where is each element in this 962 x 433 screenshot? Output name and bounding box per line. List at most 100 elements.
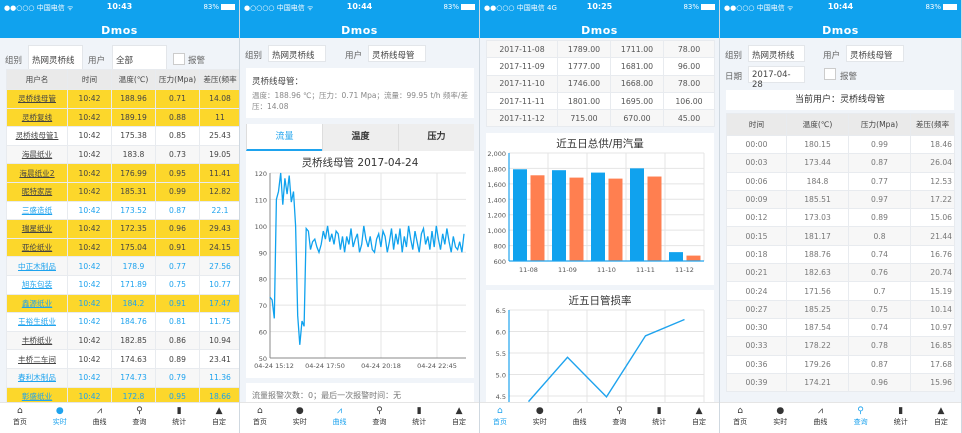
user-link[interactable]: 海晨纸业2 <box>6 163 68 183</box>
tab-0[interactable]: ⌂ 首页 <box>480 403 520 433</box>
tab-2[interactable]: ⩘ 曲线 <box>320 403 360 433</box>
group-select[interactable]: 热网灵桥线 <box>748 45 805 62</box>
table-cell: 17.22 <box>910 189 955 210</box>
clock: 10:44 <box>827 2 854 11</box>
cell-text: 灵桥复线 <box>21 112 53 122</box>
chart-tab-1[interactable]: 温度 <box>322 124 398 151</box>
table-row[interactable]: 海晨纸业 10:42 183.8 0.73 19.05 <box>6 144 239 165</box>
user-link[interactable]: 旭东包装 <box>6 274 68 295</box>
tab-0[interactable]: ⌂ 首页 <box>0 403 40 433</box>
group-select[interactable]: 热网灵桥线 <box>268 45 326 62</box>
date-input[interactable]: 2017-04-28 <box>748 66 805 90</box>
user-link[interactable]: 中正木制品 <box>6 256 68 276</box>
table-row[interactable]: 瑞星纸业 10:42 172.35 0.96 29.43 <box>6 219 239 239</box>
user-link[interactable]: 丰桥二车间 <box>6 349 68 369</box>
tab-1[interactable]: ● 实时 <box>40 403 80 433</box>
chart-tab-0[interactable]: 流量 <box>246 124 322 151</box>
tab-2[interactable]: ⩘ 曲线 <box>800 403 840 433</box>
group-select[interactable]: 热网灵桥线 <box>28 45 83 71</box>
user-link[interactable]: 灵桥线母管1 <box>6 126 68 146</box>
table-row[interactable]: 鑫源纸业 10:42 184.2 0.91 17.47 <box>6 293 239 314</box>
tab-2[interactable]: ⩘ 曲线 <box>560 403 600 433</box>
cell-text: 10:42 <box>78 261 101 271</box>
logo: Dmos <box>101 24 138 37</box>
x-tick-label: 11-09 <box>558 266 577 274</box>
user-select[interactable]: 灵桥线母管 <box>368 45 426 62</box>
tab-4[interactable]: ▮ 统计 <box>399 403 439 433</box>
tab-3[interactable]: ⚲ 查询 <box>599 403 639 433</box>
user-select[interactable]: 全部 <box>112 45 167 71</box>
cell-text: 11.75 <box>209 317 231 327</box>
user-link[interactable]: 三盛造纸 <box>6 200 68 221</box>
tab-3[interactable]: ⚲ 查询 <box>359 403 399 433</box>
tab-4[interactable]: ▮ 统计 <box>881 403 921 433</box>
tab-4[interactable]: ▮ 统计 <box>639 403 679 433</box>
tab-3[interactable]: ⚲ 查询 <box>119 403 159 433</box>
user-link[interactable]: 瑞星纸业 <box>6 219 68 239</box>
table-cell: 00:21 <box>726 263 787 283</box>
cell-text: 瑞星纸业 <box>21 224 53 234</box>
battery-icon <box>461 4 475 10</box>
battery-icon <box>943 4 957 10</box>
tab-5[interactable]: ▲ 自定 <box>679 403 719 433</box>
tab-5[interactable]: ▲ 自定 <box>439 403 479 433</box>
user-link[interactable]: 鑫源纸业 <box>6 293 68 314</box>
table-row[interactable]: 海晨纸业2 10:42 176.99 0.95 11.41 <box>6 163 239 183</box>
table-row[interactable]: 中正木制品 10:42 178.9 0.77 27.56 <box>6 256 239 276</box>
cell-text: 0.95 <box>169 391 186 401</box>
user-link[interactable]: 海晨纸业 <box>6 144 68 165</box>
tab-4[interactable]: ▮ 统计 <box>159 403 199 433</box>
cell-text: 0.96 <box>169 224 186 234</box>
table-row[interactable]: 丰桥二车间 10:42 174.63 0.89 23.41 <box>6 349 239 369</box>
table-row[interactable]: 昵特家居 10:42 185.31 0.99 12.82 <box>6 181 239 202</box>
bell-icon: ▲ <box>937 406 945 416</box>
tab-label: 自定 <box>692 418 707 426</box>
table-cell: 1746.00 <box>557 74 611 93</box>
table-row: 00:03 173.44 0.87 26.04 <box>726 153 955 173</box>
table-cell: 2017-11-10 <box>486 74 558 93</box>
cell-text: 0.75 <box>169 280 186 290</box>
alarm-checkbox[interactable] <box>173 53 185 65</box>
cell-text: 10:42 <box>78 280 101 290</box>
table-row[interactable]: 灵桥线母管1 10:42 175.38 0.85 25.43 <box>6 126 239 146</box>
chart-tab-2[interactable]: 压力 <box>398 124 474 151</box>
cell-text: 23.41 <box>209 354 231 364</box>
table-row[interactable]: 旭东包装 10:42 171.89 0.75 10.77 <box>6 274 239 295</box>
user-link[interactable]: 王裕生纸业 <box>6 312 68 332</box>
table-row[interactable]: 三盛造纸 10:42 173.52 0.87 22.1 <box>6 200 239 221</box>
search-icon: ⚲ <box>376 406 383 416</box>
tab-1[interactable]: ● 实时 <box>280 403 320 433</box>
steam-bar-chart: 近五日总供/用汽量 600 800 1,000 1,200 1,400 1,600 1,800… <box>487 137 705 274</box>
app-header: Dmos <box>240 14 479 38</box>
table-row[interactable]: 春利木制品 10:42 174.73 0.79 11.36 <box>6 367 239 388</box>
user-link[interactable]: 丰桥纸业 <box>6 330 68 351</box>
table-cell: 0.77 <box>155 256 200 276</box>
tab-0[interactable]: ⌂ 首页 <box>720 403 760 433</box>
tab-5[interactable]: ▲ 自定 <box>199 403 239 433</box>
table-row[interactable]: 丰桥纸业 10:42 182.85 0.86 10.94 <box>6 330 239 351</box>
tab-0[interactable]: ⌂ 首页 <box>240 403 280 433</box>
tab-2[interactable]: ⩘ 曲线 <box>80 403 120 433</box>
user-link[interactable]: 亚伦纸业 <box>6 237 68 258</box>
table-row[interactable]: 灵桥复线 10:42 189.19 0.88 11 <box>6 107 239 128</box>
table-row[interactable]: 灵桥线母管 10:42 188.96 0.71 14.08 <box>6 89 239 109</box>
user-link[interactable]: 昵特家居 <box>6 181 68 202</box>
table-cell: 15.06 <box>910 208 955 228</box>
tab-1[interactable]: ● 实时 <box>520 403 560 433</box>
table-row[interactable]: 王裕生纸业 10:42 184.76 0.81 11.75 <box>6 312 239 332</box>
phone-query: ●●○○○ 中国电信 ᯤ 10:44 83% Dmos 组别 热网灵桥线 用户 灵桥… <box>720 0 962 433</box>
user-link[interactable]: 灵桥复线 <box>6 107 68 128</box>
tab-1[interactable]: ● 实时 <box>760 403 800 433</box>
user-link[interactable]: 灵桥线母管 <box>6 89 68 109</box>
tab-3[interactable]: ⚲ 查询 <box>841 403 881 433</box>
user-link[interactable]: 彰盛纸业 <box>6 386 68 407</box>
column-header: 用户名 <box>6 69 68 90</box>
table-cell: 12.53 <box>910 171 955 191</box>
cell-text: 10:42 <box>78 131 101 141</box>
user-select[interactable]: 灵桥线母管 <box>846 45 904 62</box>
table-row[interactable]: 亚伦纸业 10:42 175.04 0.91 24.15 <box>6 237 239 258</box>
user-link[interactable]: 春利木制品 <box>6 367 68 388</box>
tab-5[interactable]: ▲ 自定 <box>921 403 961 433</box>
table-cell: 10:42 <box>67 107 112 128</box>
alarm-checkbox[interactable] <box>824 68 836 80</box>
